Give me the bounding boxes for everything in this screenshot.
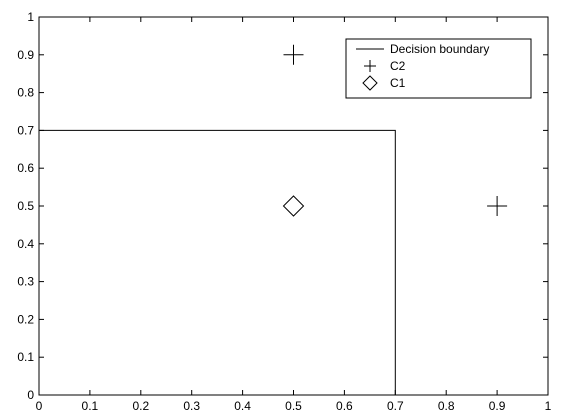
y-tick-label: 0.8: [17, 86, 34, 100]
x-tick-label: 0.3: [183, 399, 200, 412]
legend-label: C1: [390, 76, 406, 90]
legend-plus-symbol: [364, 60, 376, 72]
axis-ticks: 0 0.1 0.2 0.3 0.4 0.5 0.6 0.7 0.8 0.9 1 0 0.1 0.2 0.3 0…: [17, 10, 551, 412]
x-tick-label: 0.9: [489, 399, 506, 412]
legend: Decision boundary C2 C1: [345, 38, 532, 99]
decision-boundary-line: [39, 129, 396, 395]
y-tick-label: 0.5: [17, 199, 34, 213]
legend-label: Decision boundary: [390, 42, 489, 56]
x-tick-label: 0.7: [387, 399, 404, 412]
series-layer: [39, 44, 508, 395]
legend-label: C2: [390, 59, 406, 73]
y-tick-label: 0.1: [17, 350, 34, 364]
x-tick-label: 0.4: [234, 399, 251, 412]
x-tick-label: 0.6: [336, 399, 353, 412]
x-tick-label: 0.5: [285, 399, 302, 412]
y-tick-label: 0: [27, 388, 34, 402]
c1-point-marker: [282, 195, 305, 217]
c2-point-marker: [283, 44, 304, 65]
c2-point-marker: [487, 196, 508, 216]
x-tick-label: 1: [545, 399, 552, 412]
y-tick-label: 0.7: [17, 123, 34, 137]
y-tick-label: 0.3: [17, 275, 34, 289]
x-tick-label: 0.1: [82, 399, 99, 412]
x-tick-label: 0: [36, 399, 43, 412]
y-tick-label: 0.4: [17, 237, 34, 251]
legend-diamond-symbol: [362, 75, 378, 91]
y-tick-label: 0.2: [17, 312, 34, 326]
x-tick-label: 0.2: [132, 399, 149, 412]
x-tick-label: 0.8: [438, 399, 455, 412]
y-tick-label: 0.9: [17, 48, 34, 62]
y-tick-label: 0.6: [17, 161, 34, 175]
y-tick-label: 1: [27, 10, 34, 24]
